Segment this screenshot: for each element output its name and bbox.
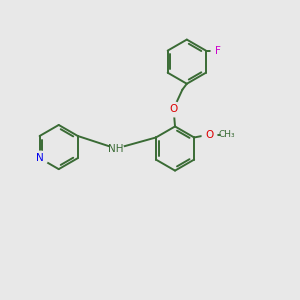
Text: N: N: [36, 153, 43, 163]
Text: F: F: [215, 46, 221, 56]
Text: O: O: [205, 130, 214, 140]
Text: NH: NH: [108, 143, 124, 154]
Text: O: O: [169, 104, 178, 114]
Text: CH₃: CH₃: [219, 130, 236, 139]
